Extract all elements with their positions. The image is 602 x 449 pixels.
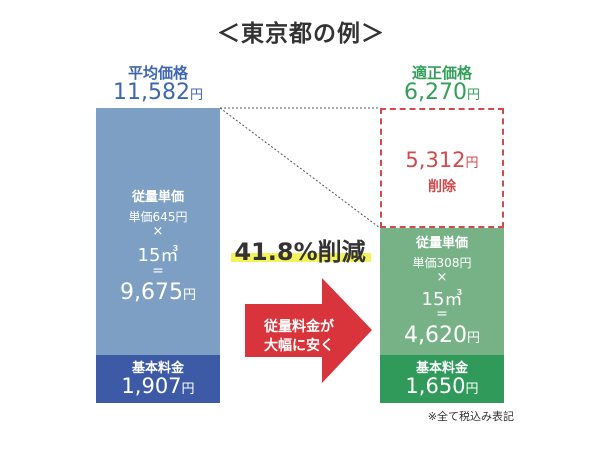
fair-equals-sign: =	[436, 306, 448, 322]
fair-volume: 15㎥	[421, 289, 463, 310]
average-price-value: 11,582円	[96, 80, 220, 105]
arrow-shape	[245, 278, 372, 383]
average-usage-bar	[96, 108, 220, 355]
average-price-label: 平均価格	[127, 64, 188, 82]
fair-base-bar	[380, 355, 504, 403]
page-title: ＜東京都の例＞	[217, 21, 385, 47]
reduction-percentage: 41.8%削減	[234, 238, 366, 266]
fair-base-amount-unit: 円	[465, 382, 479, 397]
average-volume: 15㎥	[137, 245, 179, 266]
fair-price-value: 6,270円	[380, 80, 504, 105]
fair-base-amount-value: 1,650	[405, 374, 466, 398]
cut-amount-value: 5,312	[405, 148, 466, 172]
arrow-text-line2: 大幅に安く	[264, 338, 334, 354]
arrow-text-line1: 従量料金が	[264, 319, 334, 335]
diagonal-dotted-line	[219, 107, 381, 229]
fair-unit-price: 単価308円	[412, 256, 472, 270]
fair-times-sign: ×	[436, 270, 448, 285]
average-equals-sign: =	[152, 263, 164, 279]
fair-usage-amount-unit: 円	[466, 331, 480, 346]
average-price-unit: 円	[189, 88, 203, 103]
average-base-amount-value: 1,907	[121, 374, 182, 398]
average-unit-price: 単価645円	[128, 210, 188, 224]
average-base-amount: 1,907円	[96, 374, 220, 398]
fair-price-unit: 円	[466, 88, 480, 103]
average-base-amount-unit: 円	[181, 382, 195, 397]
cut-amount-box	[380, 108, 504, 228]
average-times-sign: ×	[152, 224, 164, 239]
average-price-amount: 11,582	[113, 80, 190, 105]
average-base-name: 基本料金	[131, 361, 184, 376]
fair-base-name: 基本料金	[415, 361, 468, 376]
fair-price-label: 適正価格	[411, 64, 472, 82]
average-usage-name: 従量単価	[131, 190, 184, 205]
average-usage-amount-value: 9,675	[120, 280, 183, 305]
cut-amount: 5,312円	[380, 148, 504, 172]
fair-usage-amount: 4,620円	[380, 323, 504, 348]
reduction-highlight	[231, 253, 371, 262]
fair-price-amount: 6,270	[404, 80, 467, 105]
fair-usage-bar	[380, 228, 504, 355]
fair-base-amount: 1,650円	[380, 374, 504, 398]
average-usage-amount: 9,675円	[96, 280, 220, 305]
cut-label: 削除	[428, 179, 456, 195]
average-usage-amount-unit: 円	[182, 288, 196, 303]
arrow-text: 従量料金が大幅に安く	[243, 318, 355, 356]
fair-usage-name: 従量単価	[415, 236, 468, 251]
average-base-bar	[96, 355, 220, 403]
cut-amount-unit: 円	[465, 156, 479, 171]
fair-usage-amount-value: 4,620	[404, 323, 467, 348]
tax-note: ※全て税込み表記	[427, 410, 514, 423]
